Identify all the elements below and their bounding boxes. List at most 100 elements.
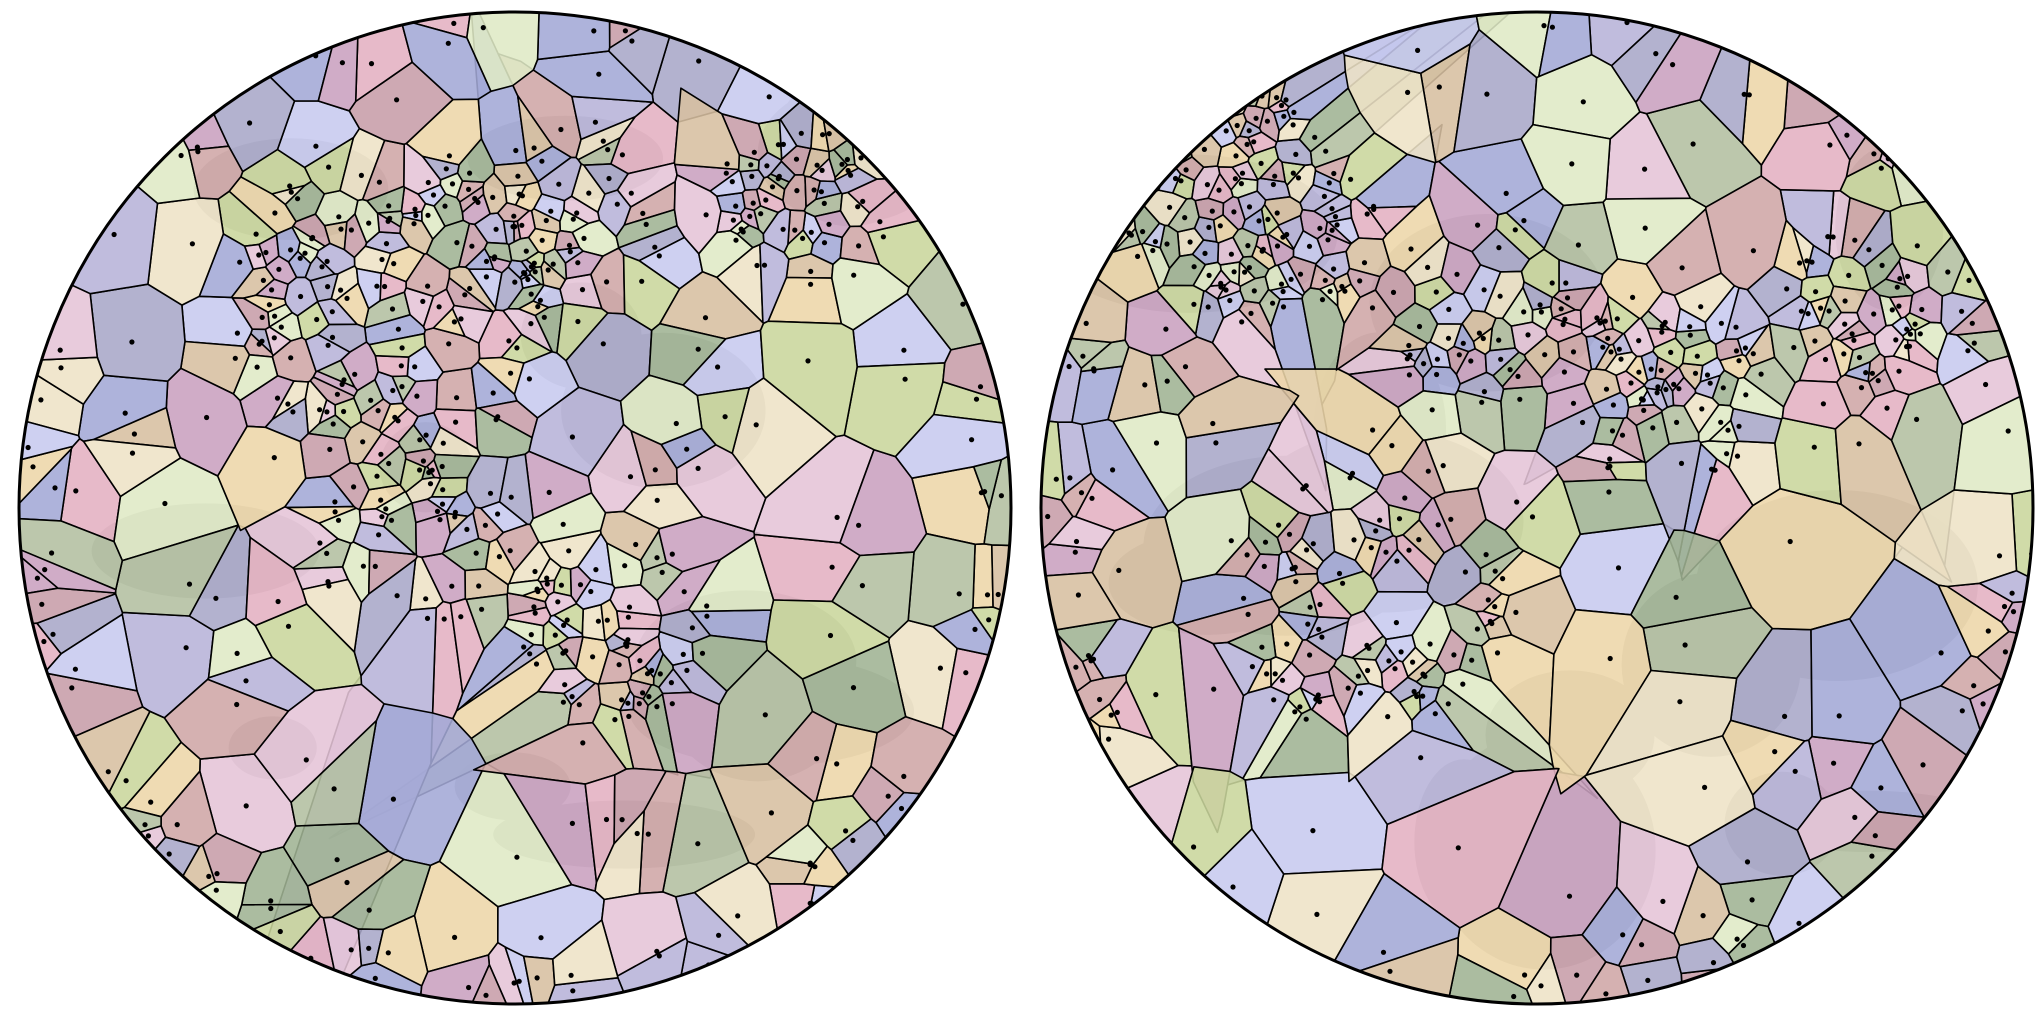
site-point — [1228, 251, 1234, 257]
site-point — [1329, 206, 1335, 212]
site-point — [1329, 227, 1335, 233]
site-point — [519, 222, 525, 228]
site-point — [325, 579, 331, 585]
site-point — [1148, 832, 1154, 838]
site-point — [880, 234, 887, 240]
site-point — [440, 440, 446, 446]
voronoi-cell — [830, 257, 910, 331]
site-point — [628, 190, 634, 196]
site-point — [1075, 592, 1081, 598]
site-point — [1484, 91, 1490, 97]
site-point — [1349, 470, 1356, 476]
site-point — [1230, 884, 1236, 890]
site-point — [39, 601, 45, 607]
site-point — [1704, 372, 1711, 378]
site-point — [1879, 262, 1885, 268]
site-point — [1549, 280, 1555, 286]
site-point — [1610, 402, 1616, 408]
voronoi-cell — [598, 649, 633, 685]
site-point — [395, 326, 401, 332]
site-point — [271, 455, 277, 461]
site-point — [1858, 385, 1865, 391]
site-point — [430, 192, 437, 198]
site-point — [619, 697, 625, 703]
site-point — [859, 583, 866, 589]
site-point — [1480, 335, 1486, 342]
voronoi-cell — [831, 551, 915, 639]
site-point — [761, 262, 768, 268]
site-point — [1866, 247, 1872, 253]
site-point — [1164, 378, 1170, 384]
site-point — [696, 58, 702, 64]
site-point — [901, 773, 907, 780]
site-point — [1406, 372, 1412, 378]
site-point — [1521, 309, 1527, 315]
site-point — [508, 494, 514, 500]
site-point — [545, 267, 551, 273]
site-point — [1945, 269, 1951, 275]
site-point — [1246, 128, 1252, 134]
site-point — [352, 371, 358, 377]
voronoi-cell — [404, 448, 437, 468]
site-point — [1429, 407, 1435, 413]
site-point — [1213, 440, 1219, 446]
site-point — [1332, 214, 1339, 220]
site-point — [550, 261, 556, 267]
site-point — [1304, 547, 1310, 553]
site-point — [814, 162, 820, 168]
site-point — [1336, 570, 1343, 577]
site-point — [1642, 166, 1648, 172]
site-point — [271, 335, 277, 341]
voronoi-cell — [315, 242, 356, 275]
site-point — [1743, 392, 1749, 398]
site-point — [1787, 538, 1793, 545]
site-point — [567, 249, 573, 255]
site-point — [1481, 389, 1487, 395]
site-point — [445, 40, 451, 46]
site-point — [34, 575, 41, 581]
site-point — [1264, 671, 1270, 677]
site-point — [681, 589, 687, 595]
site-point — [458, 614, 464, 620]
voronoi-cell — [792, 884, 1011, 1004]
voronoi-cell — [1440, 241, 1482, 296]
site-point — [792, 227, 798, 233]
site-point — [310, 234, 316, 241]
voronoi-cell — [583, 163, 629, 195]
site-point — [808, 229, 814, 235]
site-point — [1907, 331, 1913, 337]
site-point — [548, 208, 554, 214]
site-point — [568, 972, 574, 978]
site-point — [1485, 597, 1491, 603]
site-point — [378, 497, 384, 503]
site-point — [1811, 444, 1817, 450]
voronoi-cell — [1346, 267, 1381, 299]
site-point — [695, 465, 701, 471]
site-point — [1402, 495, 1408, 501]
site-point — [1153, 692, 1159, 698]
voronoi-cell — [1346, 690, 1414, 783]
site-point — [1316, 626, 1322, 632]
site-point — [2010, 609, 2017, 615]
site-point — [1278, 281, 1285, 287]
site-point — [338, 287, 344, 293]
site-point — [1898, 160, 1904, 166]
site-point — [1498, 356, 1504, 362]
site-point — [490, 194, 496, 200]
site-point — [1227, 297, 1233, 304]
site-point — [1702, 784, 1708, 791]
site-point — [532, 568, 538, 575]
voronoi-cell — [1681, 339, 1719, 367]
site-point — [605, 147, 611, 153]
site-point — [1570, 400, 1577, 406]
site-point — [425, 283, 431, 289]
site-point — [1718, 419, 1724, 425]
site-point — [1772, 749, 1778, 755]
site-point — [1707, 380, 1713, 386]
site-point — [558, 582, 565, 588]
site-point — [762, 712, 768, 718]
voronoi-cell — [1321, 570, 1379, 617]
voronoi-cell — [1109, 680, 1154, 740]
site-point — [1462, 569, 1468, 575]
site-point — [1089, 737, 1095, 743]
